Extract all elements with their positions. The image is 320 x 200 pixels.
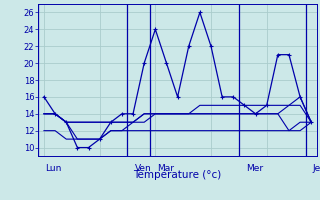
Text: Ven: Ven — [134, 164, 151, 173]
Text: Mar: Mar — [157, 164, 174, 173]
Text: Jeu: Jeu — [313, 164, 320, 173]
Text: Mer: Mer — [246, 164, 263, 173]
Text: Lun: Lun — [45, 164, 62, 173]
X-axis label: Température (°c): Température (°c) — [133, 170, 222, 180]
